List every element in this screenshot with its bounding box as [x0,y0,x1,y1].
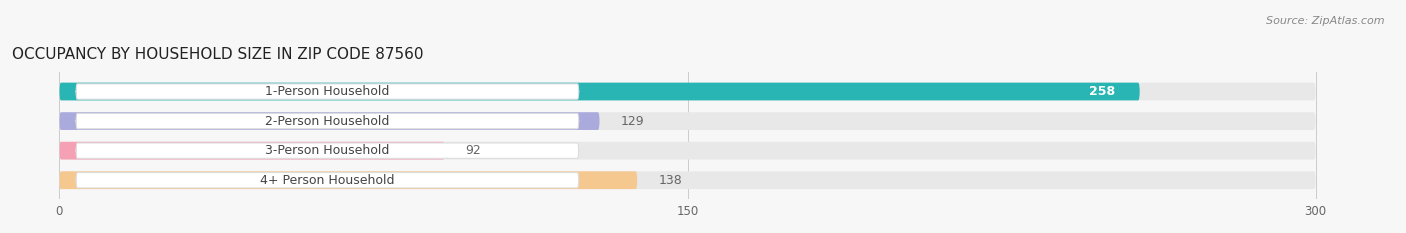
FancyBboxPatch shape [59,142,1316,160]
FancyBboxPatch shape [59,171,637,189]
FancyBboxPatch shape [59,112,1316,130]
Text: Source: ZipAtlas.com: Source: ZipAtlas.com [1267,16,1385,26]
Text: 2-Person Household: 2-Person Household [266,115,389,128]
Text: 1-Person Household: 1-Person Household [266,85,389,98]
Text: OCCUPANCY BY HOUSEHOLD SIZE IN ZIP CODE 87560: OCCUPANCY BY HOUSEHOLD SIZE IN ZIP CODE … [13,47,423,62]
Text: 258: 258 [1088,85,1115,98]
Text: 3-Person Household: 3-Person Household [266,144,389,157]
FancyBboxPatch shape [59,83,1316,100]
FancyBboxPatch shape [76,173,579,188]
FancyBboxPatch shape [76,84,579,99]
FancyBboxPatch shape [59,83,1140,100]
Text: 4+ Person Household: 4+ Person Household [260,174,395,187]
Text: 138: 138 [658,174,682,187]
FancyBboxPatch shape [59,112,599,130]
FancyBboxPatch shape [59,171,1316,189]
Text: 129: 129 [620,115,644,128]
FancyBboxPatch shape [59,142,444,160]
Text: 92: 92 [465,144,481,157]
FancyBboxPatch shape [76,143,579,158]
FancyBboxPatch shape [76,113,579,129]
